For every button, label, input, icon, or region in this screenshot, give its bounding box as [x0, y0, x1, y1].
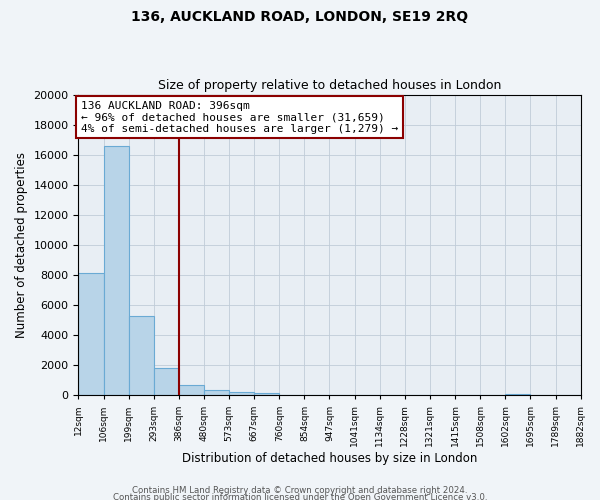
Bar — [104, 146, 128, 396]
Text: 136 AUCKLAND ROAD: 396sqm
← 96% of detached houses are smaller (31,659)
4% of se: 136 AUCKLAND ROAD: 396sqm ← 96% of detac… — [81, 100, 398, 134]
Text: Contains HM Land Registry data © Crown copyright and database right 2024.: Contains HM Land Registry data © Crown c… — [132, 486, 468, 495]
Bar — [204, 390, 229, 396]
Bar — [229, 392, 254, 396]
Bar — [505, 394, 530, 396]
Y-axis label: Number of detached properties: Number of detached properties — [15, 152, 28, 338]
Bar — [179, 385, 204, 396]
Bar — [79, 274, 104, 396]
X-axis label: Distribution of detached houses by size in London: Distribution of detached houses by size … — [182, 452, 477, 465]
Bar — [128, 316, 154, 396]
Bar — [254, 393, 279, 396]
Bar — [154, 368, 179, 396]
Title: Size of property relative to detached houses in London: Size of property relative to detached ho… — [158, 79, 501, 92]
Text: Contains public sector information licensed under the Open Government Licence v3: Contains public sector information licen… — [113, 494, 487, 500]
Text: 136, AUCKLAND ROAD, LONDON, SE19 2RQ: 136, AUCKLAND ROAD, LONDON, SE19 2RQ — [131, 10, 469, 24]
